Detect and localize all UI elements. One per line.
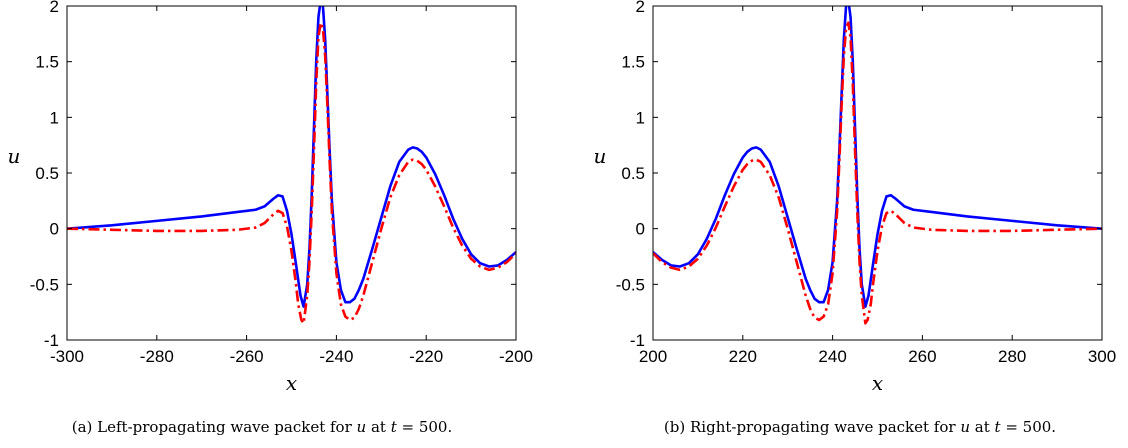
dashdot-red-series-line: [653, 21, 1102, 325]
x-tick-label: 200: [639, 347, 667, 366]
figure-caption: (a) Left-propagating wave packet for u a…: [72, 418, 453, 436]
solid-blue-series-line: [653, 6, 1102, 308]
y-tick-label: 2: [50, 0, 59, 16]
x-tick-label: 240: [818, 347, 846, 366]
y-tick-label: 1: [636, 108, 645, 127]
dashdot-red-series-line: [67, 21, 516, 325]
y-axis-label: u: [594, 144, 607, 168]
x-tick-label: -200: [499, 347, 533, 366]
axes-box: [652, 5, 1103, 341]
x-tick-label: 220: [729, 347, 757, 366]
y-tick-label: 0.5: [621, 164, 645, 183]
y-tick-label: 0: [636, 220, 645, 239]
x-tick-label: -300: [50, 347, 84, 366]
y-tick-label: -0.5: [30, 275, 59, 294]
chart-panel-b: 200 220 240 260 280 300 -1 -0.5 0 0.5 1 1.5 2 x u (b) R…: [594, 0, 1117, 436]
x-tick-label: -260: [230, 347, 264, 366]
axes-box: [66, 5, 517, 341]
figure-caption: (b) Right-propagating wave packet for u …: [664, 418, 1056, 436]
y-tick-label: -1: [630, 331, 645, 350]
x-tick-label: 280: [998, 347, 1026, 366]
x-tick-label: -220: [409, 347, 443, 366]
y-tick-label: 1.5: [621, 53, 645, 72]
y-tick-label: -1: [44, 331, 59, 350]
y-tick-label: 1.5: [35, 53, 59, 72]
y-tick-label: 2: [636, 0, 645, 16]
x-tick-label: -280: [140, 347, 174, 366]
x-tick-label: 300: [1088, 347, 1116, 366]
x-axis-label: x: [872, 371, 883, 395]
y-tick-label: 1: [50, 108, 59, 127]
chart-panel-a: -300 -280 -260 -240 -220 -200 -1 -0.5 0 0.5 1 1.5 2 x…: [8, 0, 533, 436]
solid-blue-series-line: [67, 6, 516, 308]
y-axis-label: u: [8, 144, 21, 168]
y-tick-label: 0.5: [35, 164, 59, 183]
x-tick-label: 260: [908, 347, 936, 366]
y-tick-label: 0: [50, 220, 59, 239]
y-tick-label: -0.5: [616, 275, 645, 294]
x-tick-label: -240: [319, 347, 353, 366]
x-axis-label: x: [286, 371, 297, 395]
